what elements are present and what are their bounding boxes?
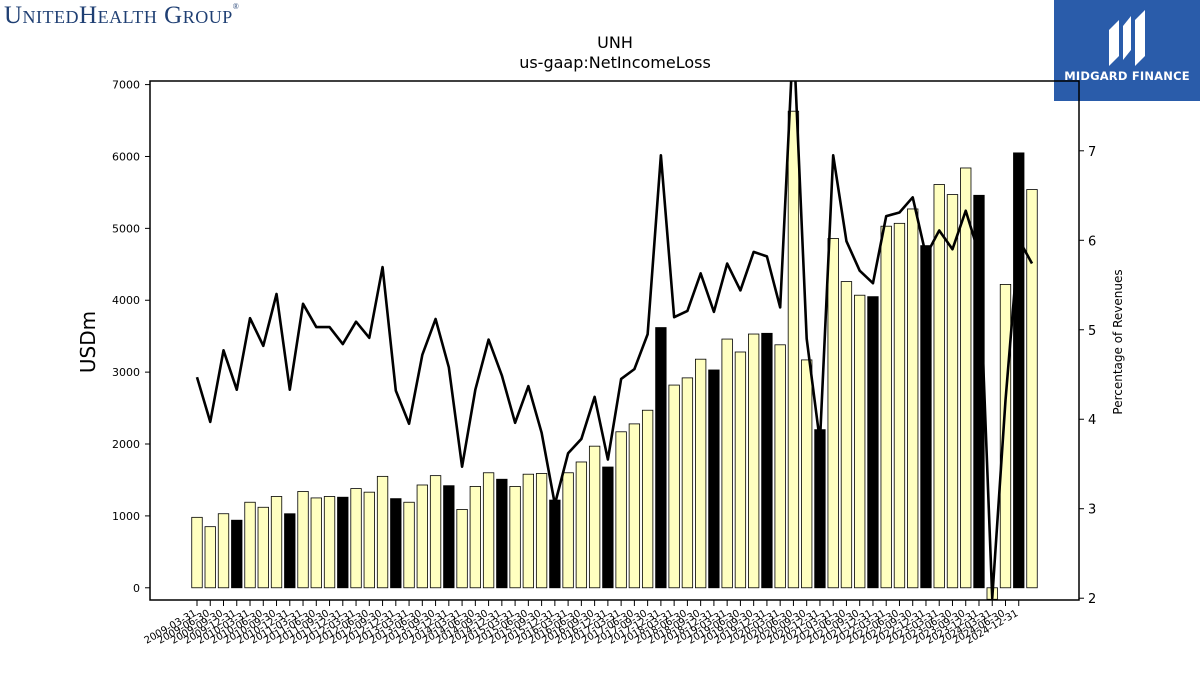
- quarter-bar: [535, 473, 548, 589]
- quarter-bar: [840, 281, 853, 589]
- quarter-bar: [270, 496, 283, 589]
- y-tick-label: 0: [133, 582, 140, 595]
- quarter-bar: [801, 359, 813, 589]
- unitedhealth-group-logo: UnitedHealth Group®: [4, 2, 239, 30]
- y-tick-label: 2000: [112, 438, 140, 451]
- quarter-bar: [297, 491, 309, 589]
- quarter-bar: [960, 167, 972, 589]
- annual-bar: [920, 245, 932, 589]
- x-axis: 2009-03-312009-06-302009-09-302009-12-31…: [143, 600, 1020, 647]
- bar-series: [191, 110, 1038, 600]
- chart-title: UNH: [597, 33, 633, 52]
- annual-bar: [496, 478, 508, 589]
- y-tick-label: 5000: [112, 222, 140, 235]
- quarter-bar: [827, 238, 839, 589]
- annual-bar: [443, 485, 455, 589]
- quarter-bar: [907, 208, 919, 589]
- y-tick-label: 6000: [112, 150, 140, 163]
- quarter-bar: [403, 501, 415, 589]
- y2-tick-label: 6: [1088, 234, 1096, 249]
- quarter-bar: [204, 526, 216, 589]
- y-tick-label: 1000: [112, 510, 140, 523]
- quarter-bar: [363, 491, 375, 589]
- quarter-bar: [350, 488, 362, 589]
- logo-wordmark: UnitedHealth Group: [4, 2, 233, 29]
- quarter-bar: [522, 473, 534, 589]
- quarter-bar: [695, 358, 707, 589]
- annual-bar: [602, 466, 614, 589]
- annual-bar: [761, 332, 773, 589]
- quarter-bar: [456, 509, 468, 589]
- y2-axis-label: Percentage of Revenues: [1111, 269, 1125, 414]
- annual-bar: [337, 496, 349, 589]
- quarter-bar: [416, 484, 428, 589]
- annual-bar: [867, 296, 879, 589]
- annual-bar: [814, 429, 826, 589]
- quarter-bar: [509, 486, 521, 589]
- quarter-bar: [681, 377, 694, 589]
- y2-tick-label: 4: [1088, 413, 1096, 428]
- y-axis-label: USDm: [76, 311, 100, 373]
- quarter-bar: [748, 333, 760, 589]
- quarter-bar: [774, 344, 786, 589]
- quarter-bar: [893, 222, 906, 589]
- quarter-bar: [482, 472, 495, 589]
- y2-tick-label: 3: [1088, 503, 1096, 518]
- quarter-bar: [575, 461, 588, 589]
- annual-bar: [708, 369, 720, 589]
- quarter-bar: [880, 225, 892, 589]
- y2-tick-label: 7: [1088, 145, 1096, 160]
- quarter-bar: [668, 384, 680, 589]
- percentage-of-revenues-line: [195, 81, 1034, 600]
- midgard-m-icon: [1109, 10, 1145, 66]
- annual-bar: [549, 499, 561, 589]
- quarter-bar: [641, 409, 654, 589]
- quarter-bar: [588, 445, 601, 589]
- quarter-bar: [469, 486, 481, 589]
- annual-bar: [284, 513, 296, 589]
- annual-bar: [390, 498, 402, 589]
- annual-bar: [1013, 152, 1025, 589]
- quarter-bar: [734, 351, 747, 589]
- quarter-bar: [376, 475, 389, 589]
- y-tick-label: 3000: [112, 366, 140, 379]
- annual-bar: [655, 327, 667, 589]
- plot-frame: [149, 80, 1080, 601]
- registered-mark: ®: [232, 2, 240, 11]
- quarter-bar: [854, 294, 866, 589]
- quarter-bar: [721, 338, 733, 589]
- quarter-bar: [946, 194, 959, 589]
- annual-bar: [231, 519, 243, 589]
- quarter-bar: [217, 513, 230, 589]
- line-series: [195, 81, 1034, 600]
- quarter-bar: [323, 496, 336, 589]
- y-tick-label: 4000: [112, 294, 140, 307]
- y2-tick-label: 5: [1088, 324, 1096, 339]
- quarter-bar: [191, 516, 203, 589]
- publisher-name: MIDGARD FINANCE: [1064, 69, 1190, 83]
- y2-tick-label: 2: [1088, 592, 1096, 607]
- quarter-bar: [244, 501, 256, 589]
- left-axis: 0 1000 2000 3000 4000 5000 6000 7000: [112, 79, 150, 595]
- quarter-bar: [999, 284, 1012, 589]
- quarter-bar: [615, 431, 627, 589]
- quarter-bar: [787, 110, 800, 589]
- quarter-bar: [1026, 189, 1038, 589]
- right-axis: 2 3 4 5 6 7: [1079, 145, 1096, 607]
- quarter-bar: [310, 497, 322, 589]
- quarter-bar: [257, 506, 269, 589]
- quarter-bar: [429, 475, 442, 589]
- quarter-bar: [562, 472, 574, 589]
- quarter-bar: [628, 423, 641, 589]
- quarter-bar: [933, 184, 945, 589]
- chart-subtitle: us-gaap:NetIncomeLoss: [519, 53, 711, 72]
- y-tick-label: 7000: [112, 79, 140, 92]
